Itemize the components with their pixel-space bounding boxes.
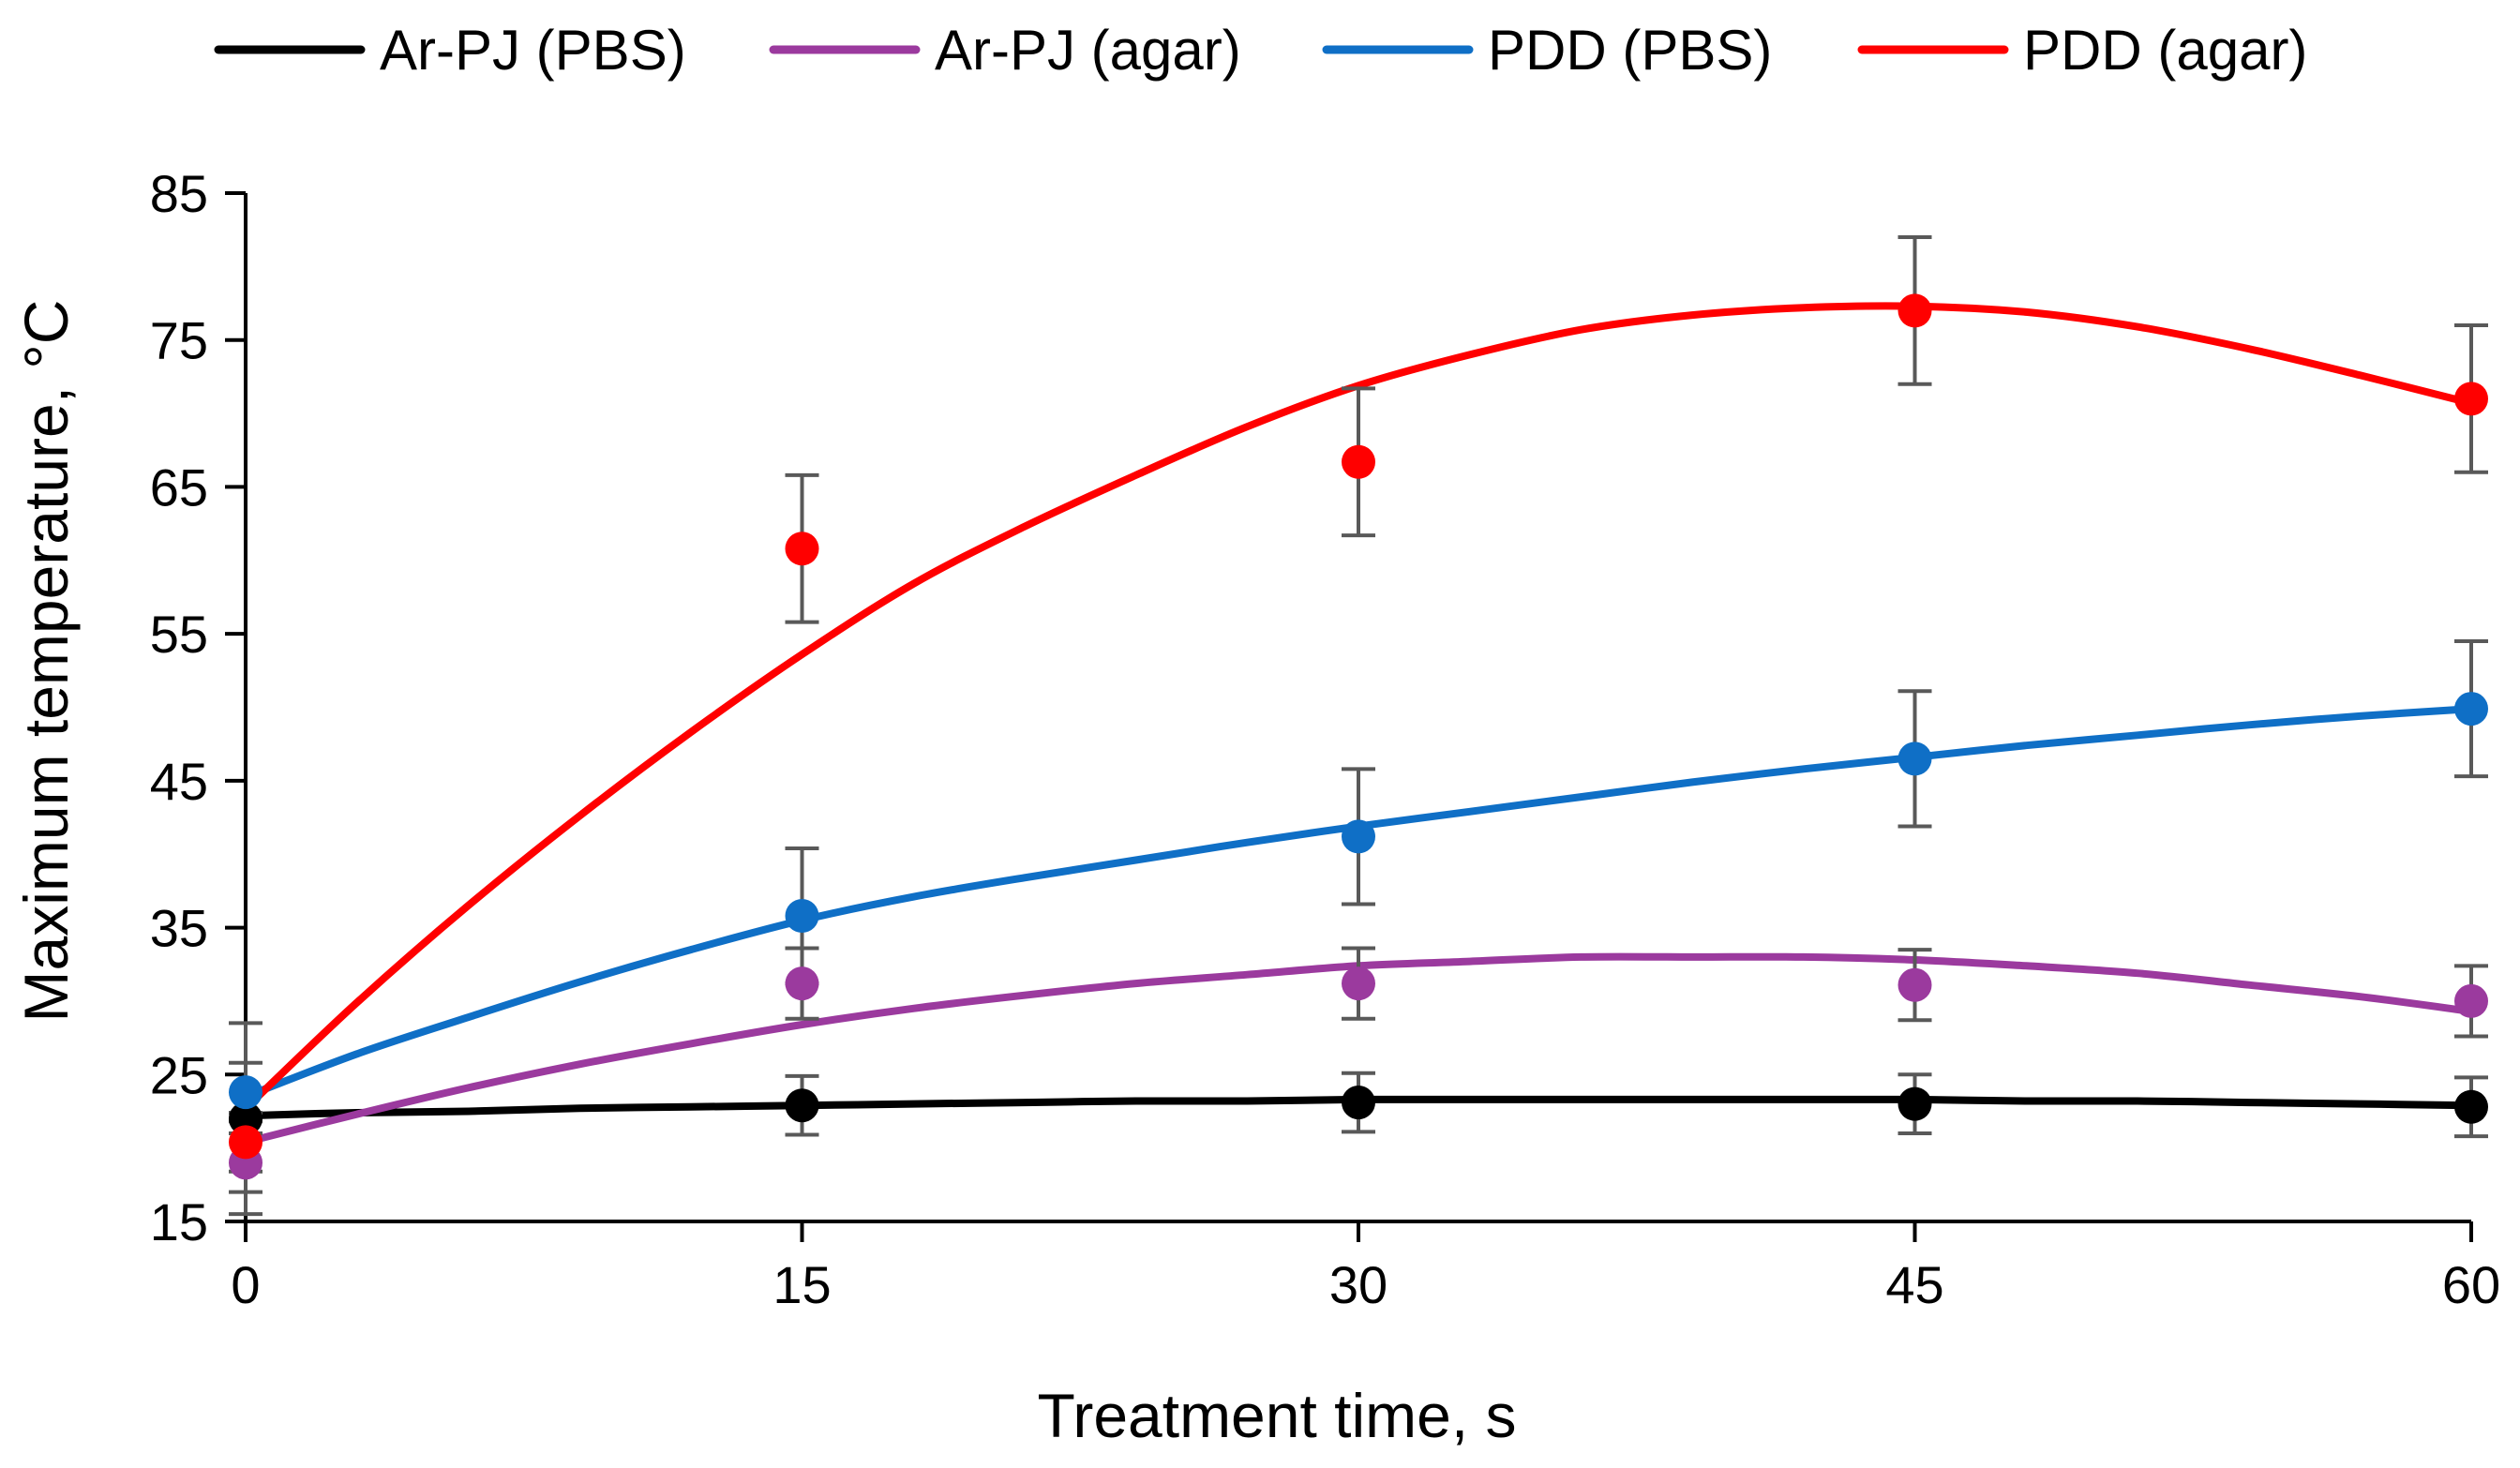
data-point	[785, 966, 819, 1001]
data-point	[1898, 967, 1932, 1002]
y-tick-label: 75	[150, 311, 208, 370]
data-point	[2454, 1089, 2488, 1124]
data-point	[1342, 819, 1375, 854]
data-point	[785, 532, 819, 566]
legend-label: Ar-PJ (agar)	[935, 19, 1241, 82]
legend-label: PDD (agar)	[2023, 19, 2307, 82]
y-tick-label: 85	[150, 164, 208, 223]
y-tick-label: 35	[150, 899, 208, 958]
data-point	[229, 1101, 262, 1136]
y-tick-label: 55	[150, 605, 208, 664]
y-tick-label: 15	[150, 1192, 208, 1251]
legend-label: Ar-PJ (PBS)	[380, 19, 686, 82]
data-point	[2454, 692, 2488, 727]
x-tick-label: 45	[1885, 1255, 1943, 1314]
data-point	[229, 1125, 262, 1160]
data-point	[229, 1075, 262, 1110]
y-axis-title: Maximum temperature, °C	[11, 300, 81, 1023]
data-point	[2454, 382, 2488, 416]
axes: 15 25 35 45 55 65 75 85 0 15 30 45 60	[150, 164, 2500, 1314]
data-point	[1342, 1086, 1375, 1120]
data-point	[1898, 1086, 1932, 1121]
x-axis-title: Treatment time, s	[1037, 1381, 1516, 1450]
trend-line	[242, 952, 2475, 1146]
data-point	[1342, 966, 1375, 1001]
x-tick-label: 0	[231, 1255, 260, 1314]
y-tick-label: 25	[150, 1045, 208, 1104]
y-tick-label: 65	[150, 457, 208, 517]
x-tick-label: 60	[2442, 1255, 2500, 1314]
data-point	[785, 899, 819, 934]
legend-label: PDD (PBS)	[1488, 19, 1772, 82]
x-tick-label: 30	[1329, 1255, 1388, 1314]
trend-line	[242, 705, 2475, 1101]
data-point	[1898, 741, 1932, 776]
x-tick-label: 15	[772, 1255, 831, 1314]
data-point	[1342, 444, 1375, 479]
data-point	[785, 1088, 819, 1123]
data-point	[2454, 983, 2488, 1018]
legend: Ar-PJ (PBS) Ar-PJ (agar) PDD (PBS) PDD (aga…	[214, 19, 2307, 82]
trend-line	[242, 302, 2475, 1113]
y-tick-label: 45	[150, 752, 208, 811]
data-points	[229, 293, 2488, 1180]
data-point	[1898, 293, 1932, 328]
